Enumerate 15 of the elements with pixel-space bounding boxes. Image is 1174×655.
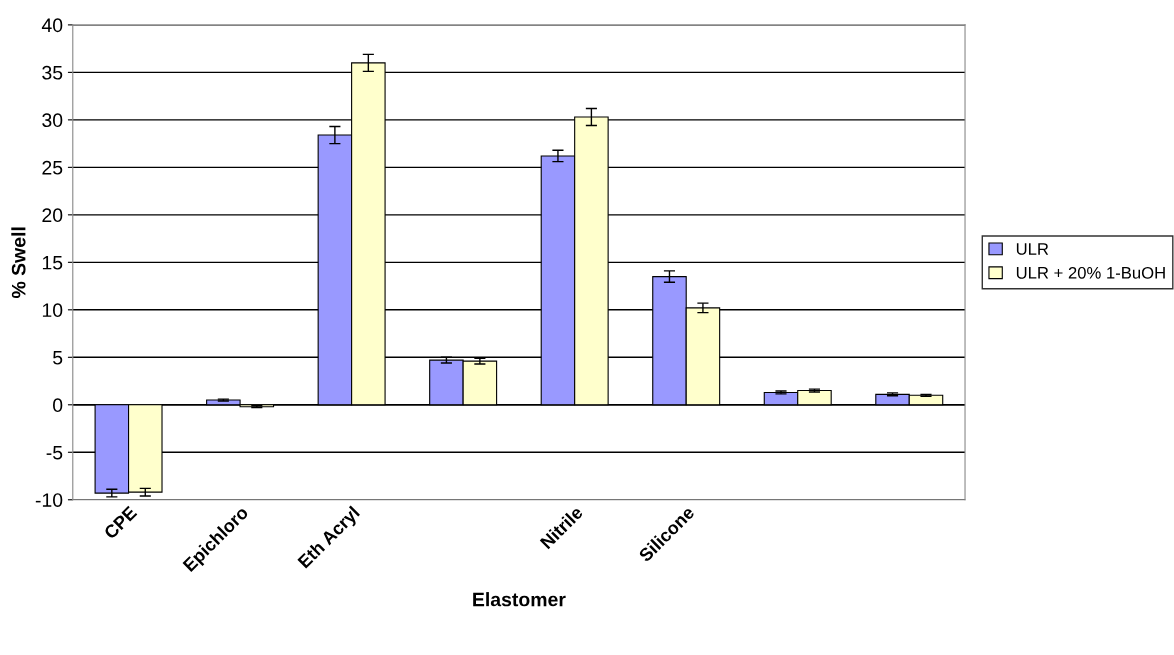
legend-label: ULR [1016,243,1049,255]
y-tick-label: 25 [42,160,63,175]
legend-label: ULR + 20% 1-BuOH [1016,266,1165,279]
y-tick-label: 15 [42,256,63,270]
y-tick-label: 0 [53,398,63,413]
x-axis-title: Elastomer [473,592,566,607]
y-tick-label: -10 [35,493,63,507]
y-tick-label: -5 [46,445,63,460]
y-tick-label: 5 [53,350,63,365]
y-tick-label: 30 [42,113,63,128]
y-tick-label: 10 [42,303,63,318]
y-tick-label: 35 [42,65,63,80]
y-axis-title: % Swell [11,227,26,299]
y-tick-label: 20 [42,208,63,223]
y-tick-label: 40 [41,18,63,33]
